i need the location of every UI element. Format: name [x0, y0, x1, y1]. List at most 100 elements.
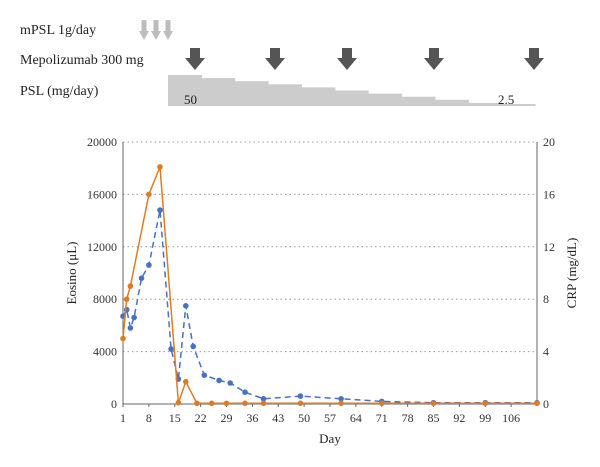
gridlines [123, 141, 537, 353]
mpsl-arrow [151, 20, 161, 40]
crp-data-point [260, 400, 267, 407]
mpsl-arrow [139, 20, 149, 40]
eosino-data-point [260, 396, 267, 402]
mepolizumab-label: Mepolizumab 300 mg [20, 53, 144, 68]
psl-step [334, 90, 369, 106]
y-axis-left-label: Eosino (μL) [64, 242, 79, 305]
psl-step [268, 84, 302, 106]
eosino-data-point [338, 396, 344, 402]
crp-data-point [146, 191, 152, 198]
psl-taper-steps [168, 75, 536, 106]
x-tick-label: 85 [428, 411, 440, 425]
crp-data-point [127, 283, 134, 289]
x-tick-label: 43 [272, 411, 284, 425]
eosino-data-point [216, 377, 222, 384]
eosino-data-point [168, 346, 174, 352]
x-tick-label: 71 [376, 411, 388, 425]
eosino-data-point [190, 343, 196, 350]
x-tick-label: 1 [120, 411, 126, 425]
crp-series-line [122, 166, 537, 405]
eosino-data-point [201, 372, 208, 379]
mepolizumab-arrow [424, 48, 444, 70]
y-right-tick-label: 4 [543, 345, 549, 359]
y-right-tick-label: 0 [543, 397, 549, 411]
crp-data-point [534, 400, 540, 407]
eosino-data-point [131, 314, 137, 321]
psl-end-value: 2.5 [498, 92, 514, 107]
psl-step [301, 87, 336, 106]
crp-data-point [157, 164, 163, 170]
psl-step [201, 78, 236, 106]
psl-label: PSL (mg/day) [20, 84, 99, 99]
eosino-data-point [227, 380, 233, 386]
x-tick-label: 106 [502, 411, 520, 425]
x-tick-label: 36 [246, 411, 258, 425]
y-right-tick-label: 8 [543, 292, 549, 306]
treatment-panel: mPSL 1g/day Mepolizumab 300 mg PSL (mg/d… [20, 20, 544, 107]
y-axis-right-label: CRP (mg/dL) [564, 238, 579, 309]
y-right-tick-label: 12 [543, 240, 555, 254]
x-tick-labels: 1 8 15 22 29 36 43 50 57 64 71 78 85 92 99 106 [120, 404, 520, 425]
mepolizumab-arrow [337, 48, 357, 70]
mpsl-arrows [139, 20, 173, 40]
psl-step [234, 81, 269, 106]
crp-data-point [379, 400, 385, 407]
y-right-tick-label: 20 [543, 135, 555, 149]
x-tick-label: 50 [298, 411, 310, 425]
y-left-tick-label: 4000 [93, 345, 117, 359]
y-left-tick-label: 20000 [87, 135, 117, 149]
eosino-data-point [123, 306, 130, 313]
eosino-data-point [297, 393, 304, 399]
x-tick-label: 64 [350, 411, 362, 425]
mepolizumab-arrow [524, 48, 544, 70]
eosino-data-point [183, 303, 189, 309]
x-tick-label: 57 [324, 411, 336, 425]
crp-data-point [430, 400, 437, 407]
x-tick-label: 99 [479, 411, 491, 425]
psl-start-value: 50 [184, 92, 197, 107]
crp-data-point [297, 400, 304, 407]
x-tick-label: 8 [146, 411, 152, 425]
x-tick-label: 92 [453, 411, 465, 425]
crp-data-point [482, 400, 489, 407]
mepolizumab-arrows [185, 48, 544, 70]
x-axis-label: Day [319, 431, 341, 446]
eosino-data-point [127, 325, 134, 331]
y-left-tick-labels: 0 4000 8000 12000 16000 20000 [87, 135, 117, 411]
x-tick-label: 78 [402, 411, 414, 425]
x-tick-label: 22 [195, 411, 207, 425]
psl-step [401, 96, 436, 106]
chart: 0 4000 8000 12000 16000 20000 0 4 8 12 16 20 1 8 15 2… [64, 135, 579, 446]
eosino-data-point [157, 207, 163, 213]
mpsl-arrow [163, 20, 173, 40]
y-left-tick-label: 16000 [87, 187, 117, 201]
eosino-data-point [138, 275, 145, 282]
psl-step [368, 93, 403, 106]
crp-data-point [208, 400, 215, 407]
crp-data-point [183, 378, 189, 385]
crp-data-point [123, 296, 130, 303]
mpsl-label: mPSL 1g/day [20, 23, 96, 38]
y-right-tick-label: 16 [543, 187, 555, 201]
crp-data-point [175, 399, 182, 406]
y-left-tick-label: 0 [111, 397, 117, 411]
eosino-data-point [242, 389, 248, 396]
y-left-tick-label: 12000 [87, 240, 117, 254]
y-left-tick-label: 8000 [93, 292, 117, 306]
psl-step [168, 75, 202, 106]
series-layer [120, 164, 540, 407]
crp-data-point [120, 335, 126, 342]
y-right-tick-labels: 0 4 8 12 16 20 [543, 135, 555, 411]
x-tick-label: 15 [169, 411, 181, 425]
psl-step [434, 99, 469, 106]
crp-data-point [338, 400, 344, 407]
mepolizumab-arrow [185, 48, 205, 70]
crp-data-point [223, 400, 230, 407]
psl-step [501, 104, 536, 106]
crp-data-point [242, 400, 248, 407]
x-tick-label: 29 [221, 411, 233, 425]
crp-data-point [194, 400, 200, 407]
psl-step [468, 102, 503, 106]
eosino-data-point [146, 262, 152, 268]
